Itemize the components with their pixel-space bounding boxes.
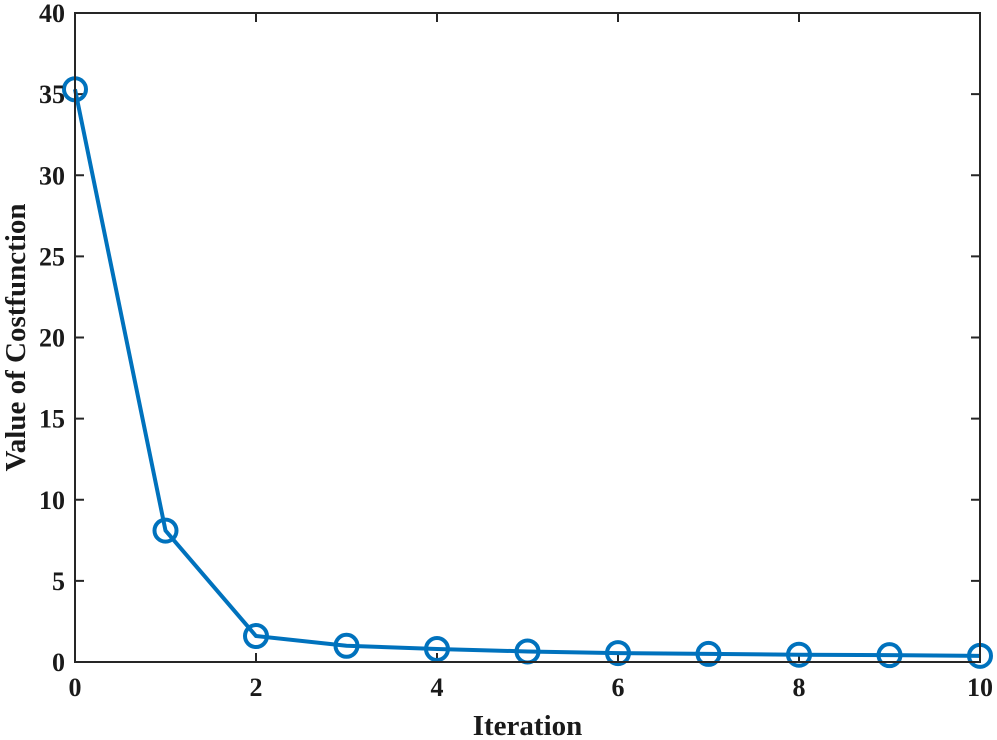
data-point <box>424 636 450 663</box>
y-axis-label: Value of Costfunction <box>0 203 32 471</box>
data-point <box>786 641 812 668</box>
plot-area <box>75 13 980 662</box>
x-tick-label: 0 <box>69 673 82 702</box>
data-point <box>605 640 631 667</box>
x-tick-label: 2 <box>250 673 263 702</box>
data-point <box>876 642 903 669</box>
y-tick-label: 5 <box>52 567 65 596</box>
data-point <box>243 623 269 650</box>
x-tick-label: 6 <box>612 673 625 702</box>
y-tick-label: 30 <box>39 161 65 190</box>
data-point <box>695 640 722 667</box>
y-tick-label: 40 <box>39 0 65 28</box>
y-tick-label: 0 <box>52 648 65 677</box>
x-axis-label: Iteration <box>473 710 583 740</box>
x-tick-label: 4 <box>431 673 444 702</box>
data-point <box>333 632 360 659</box>
x-tick-label: 8 <box>793 673 806 702</box>
y-tick-label: 10 <box>39 486 65 515</box>
y-tick-label: 20 <box>39 324 65 353</box>
data-point <box>152 517 179 544</box>
y-tick-label: 15 <box>39 405 65 434</box>
x-tick-label: 10 <box>967 673 993 702</box>
tick-labels: 0 2 4 6 8 10 0 5 10 15 20 25 30 35 40 <box>39 0 993 702</box>
axes-box <box>74 12 981 663</box>
series-line <box>73 88 981 658</box>
y-tick-label: 35 <box>39 80 65 109</box>
y-tick-label: 25 <box>39 242 65 271</box>
